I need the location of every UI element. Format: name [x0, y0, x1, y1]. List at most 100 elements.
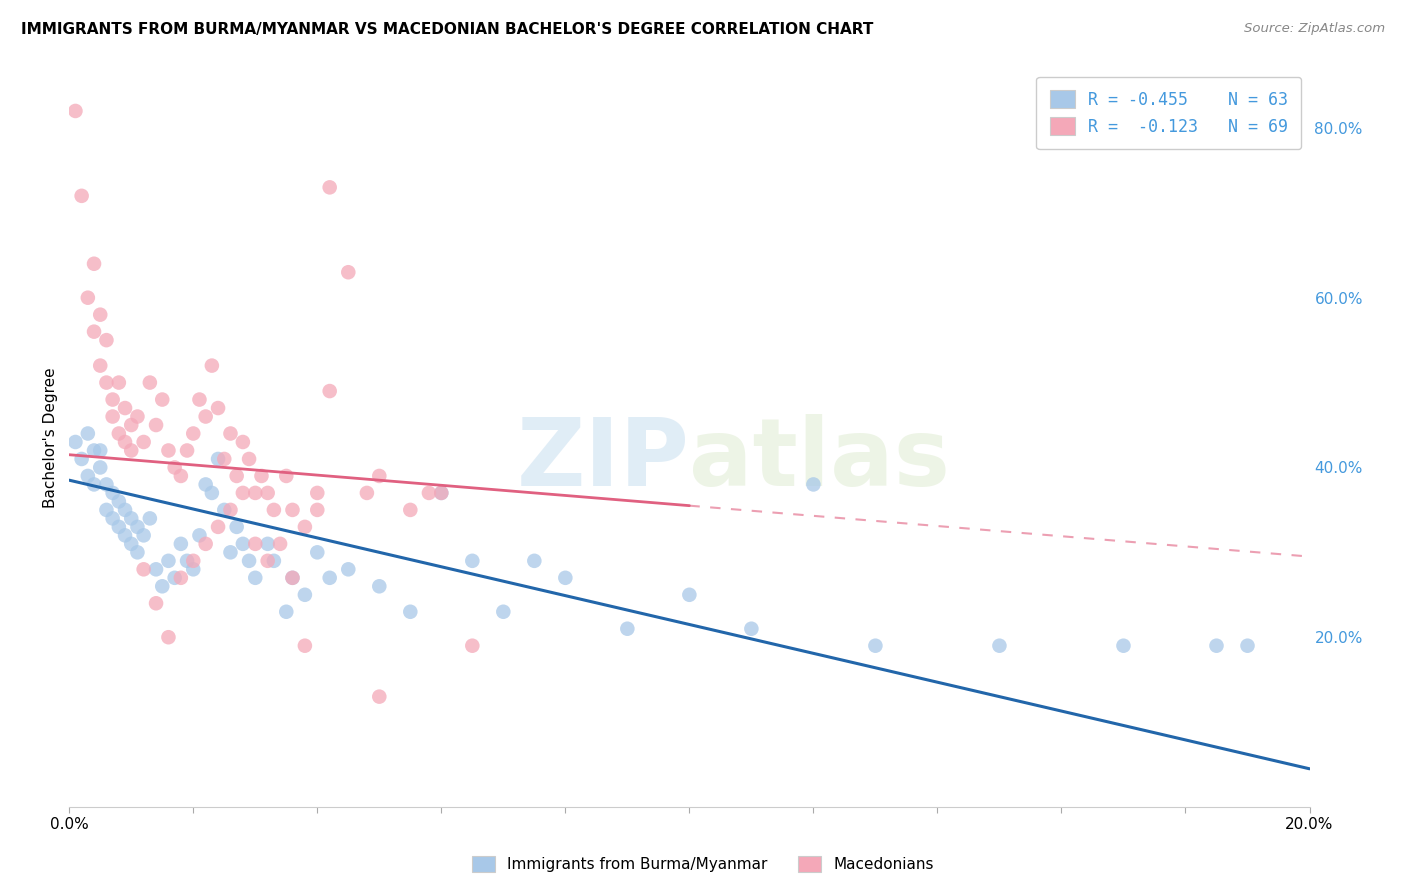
Point: [232, 435, 254, 450]
Point: [263, 554, 285, 568]
Point: [256, 537, 278, 551]
Point: [170, 571, 193, 585]
Point: [114, 435, 136, 450]
Point: [114, 503, 136, 517]
Point: [101, 486, 124, 500]
Point: [132, 562, 155, 576]
Point: [114, 401, 136, 415]
Point: [176, 443, 198, 458]
Point: [127, 545, 149, 559]
Point: [225, 469, 247, 483]
Point: [101, 511, 124, 525]
Point: [207, 452, 229, 467]
Point: [127, 520, 149, 534]
Point: [150, 392, 173, 407]
Point: [120, 417, 142, 432]
Point: [294, 588, 316, 602]
Point: [740, 622, 762, 636]
Point: [207, 520, 229, 534]
Point: [461, 639, 484, 653]
Point: [214, 452, 236, 467]
Point: [307, 486, 329, 500]
Point: [307, 503, 329, 517]
Point: [163, 571, 186, 585]
Point: [181, 562, 204, 576]
Point: [70, 189, 93, 203]
Point: [76, 426, 98, 441]
Point: [108, 494, 131, 508]
Point: [399, 503, 422, 517]
Point: [263, 503, 285, 517]
Point: [461, 554, 484, 568]
Point: [132, 435, 155, 450]
Point: [430, 486, 453, 500]
Point: [70, 452, 93, 467]
Point: [276, 469, 298, 483]
Point: [214, 503, 236, 517]
Point: [83, 257, 105, 271]
Point: [307, 545, 329, 559]
Point: [368, 469, 391, 483]
Point: [294, 520, 316, 534]
Point: [145, 596, 167, 610]
Point: [232, 486, 254, 500]
Point: [988, 639, 1011, 653]
Point: [245, 486, 267, 500]
Point: [281, 503, 304, 517]
Point: [194, 537, 217, 551]
Point: [89, 359, 111, 373]
Point: [256, 554, 278, 568]
Point: [368, 690, 391, 704]
Point: [132, 528, 155, 542]
Point: [181, 426, 204, 441]
Point: [219, 426, 242, 441]
Point: [120, 443, 142, 458]
Point: [89, 460, 111, 475]
Point: [101, 392, 124, 407]
Point: [554, 571, 576, 585]
Point: [194, 409, 217, 424]
Point: [368, 579, 391, 593]
Point: [337, 265, 360, 279]
Point: [238, 554, 260, 568]
Point: [430, 486, 453, 500]
Point: [245, 571, 267, 585]
Point: [120, 537, 142, 551]
Point: [157, 554, 180, 568]
Point: [145, 417, 167, 432]
Point: [678, 588, 700, 602]
Point: [181, 554, 204, 568]
Point: [145, 562, 167, 576]
Point: [418, 486, 440, 500]
Point: [803, 477, 825, 491]
Point: [865, 639, 887, 653]
Point: [256, 486, 278, 500]
Point: [492, 605, 515, 619]
Point: [318, 180, 340, 194]
Point: [139, 376, 162, 390]
Point: [157, 443, 180, 458]
Point: [83, 443, 105, 458]
Point: [96, 477, 118, 491]
Point: [120, 511, 142, 525]
Point: [101, 409, 124, 424]
Point: [96, 333, 118, 347]
Point: [83, 325, 105, 339]
Point: [114, 528, 136, 542]
Text: atlas: atlas: [689, 414, 950, 506]
Point: [150, 579, 173, 593]
Point: [89, 443, 111, 458]
Point: [127, 409, 149, 424]
Point: [616, 622, 638, 636]
Point: [96, 376, 118, 390]
Point: [219, 503, 242, 517]
Point: [1205, 639, 1227, 653]
Point: [188, 392, 211, 407]
Point: [96, 503, 118, 517]
Point: [65, 103, 87, 118]
Text: IMMIGRANTS FROM BURMA/MYANMAR VS MACEDONIAN BACHELOR'S DEGREE CORRELATION CHART: IMMIGRANTS FROM BURMA/MYANMAR VS MACEDON…: [21, 22, 873, 37]
Point: [294, 639, 316, 653]
Point: [232, 537, 254, 551]
Point: [281, 571, 304, 585]
Point: [201, 359, 224, 373]
